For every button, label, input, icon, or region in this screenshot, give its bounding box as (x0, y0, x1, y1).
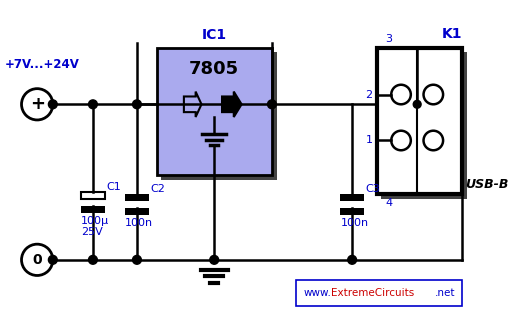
Text: 1: 1 (366, 136, 373, 146)
Circle shape (49, 100, 57, 109)
Text: 7805: 7805 (189, 60, 239, 78)
Circle shape (89, 255, 98, 264)
Circle shape (413, 100, 421, 108)
Bar (377, 47, 462, 194)
Text: +7V...+24V: +7V...+24V (5, 58, 80, 71)
Text: 2: 2 (365, 89, 373, 99)
Text: +: + (29, 95, 45, 113)
Text: 0: 0 (33, 253, 42, 267)
Bar (125, 194, 149, 201)
Bar (341, 194, 364, 201)
Circle shape (133, 100, 141, 109)
Bar (162, 52, 277, 180)
Text: K1: K1 (442, 27, 462, 41)
Text: 100μ: 100μ (81, 216, 109, 226)
Text: 4: 4 (385, 198, 392, 208)
Text: 100n: 100n (125, 218, 153, 228)
Bar (125, 208, 149, 215)
Text: .net: .net (436, 288, 456, 298)
Text: C2: C2 (151, 184, 166, 194)
Bar (156, 47, 272, 175)
Text: www.: www. (303, 288, 331, 298)
Text: 100n: 100n (341, 218, 368, 228)
Text: C3: C3 (366, 184, 381, 194)
Bar (81, 192, 105, 199)
Bar (341, 208, 364, 215)
Circle shape (348, 255, 357, 264)
Bar (381, 52, 466, 199)
Text: IC1: IC1 (202, 28, 227, 42)
Polygon shape (222, 92, 241, 117)
Polygon shape (184, 92, 201, 117)
Text: USB-B: USB-B (465, 178, 509, 191)
Text: 25V: 25V (81, 227, 103, 237)
Circle shape (89, 100, 98, 109)
Text: ExtremeCircuits: ExtremeCircuits (331, 288, 414, 298)
Circle shape (49, 255, 57, 264)
FancyBboxPatch shape (296, 280, 462, 306)
Text: 3: 3 (385, 34, 392, 44)
Bar (81, 206, 105, 213)
Text: C1: C1 (107, 182, 121, 192)
Circle shape (210, 255, 219, 264)
Circle shape (133, 255, 141, 264)
Circle shape (267, 100, 277, 109)
